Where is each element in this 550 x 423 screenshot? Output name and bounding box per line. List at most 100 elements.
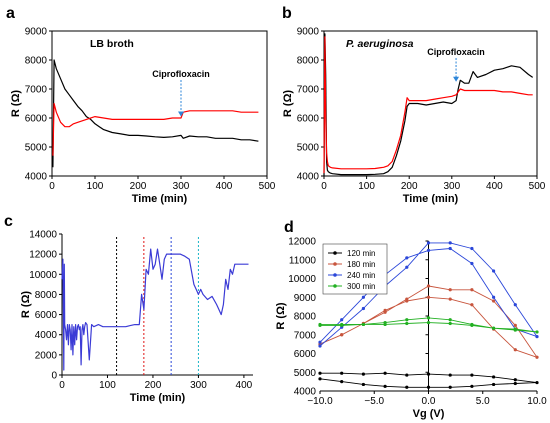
y-axis-label: R (Ω): [282, 90, 294, 117]
x-tick-label: 5.0: [476, 396, 490, 407]
legend-swatch-marker: [333, 284, 337, 288]
data-point: [492, 295, 496, 299]
y-tick-label: 6000: [297, 114, 320, 125]
series-line-b-0: [323, 33, 534, 177]
data-point: [513, 328, 517, 332]
data-point: [470, 303, 474, 307]
y-tick-label: 14000: [29, 230, 57, 241]
data-point: [383, 320, 387, 325]
data-point: [318, 377, 322, 381]
panel-letter-a: a: [6, 5, 15, 22]
x-tick-label: 10.0: [527, 396, 547, 407]
data-point: [426, 248, 431, 252]
x-tick-label: 200: [401, 181, 418, 192]
y-axis-label: R (Ω): [10, 90, 22, 117]
panel-d-chart: d 4000 5000 6000 7000 8000 9000 10000 11000 12000…: [275, 219, 547, 420]
y-tick-label: 5000: [297, 143, 320, 154]
ciprofloxacin-arrow-head: [453, 76, 460, 82]
x-tick-label: −10.0: [307, 396, 333, 407]
y-tick-label: 4000: [35, 330, 58, 341]
x-tick-label: 300: [190, 380, 207, 391]
data-point: [513, 378, 517, 382]
x-tick-label: 0.0: [422, 396, 436, 407]
x-tick-label: −5.0: [364, 396, 384, 407]
data-point: [448, 297, 452, 301]
data-point: [470, 373, 474, 377]
panel-c-chart: c 0 2000 4000 6000 8000 10000 12000 14000 0 100 200…: [4, 213, 253, 404]
data-point: [535, 380, 539, 385]
data-point: [492, 269, 496, 273]
data-point: [448, 373, 452, 377]
legend-swatch-marker: [333, 251, 337, 255]
data-point: [492, 382, 496, 387]
data-point: [535, 330, 539, 334]
y-tick-label: 9000: [294, 293, 317, 304]
legend-entry-label: 240 min: [347, 271, 375, 280]
data-point: [448, 288, 452, 292]
y-tick-label: 8000: [294, 312, 317, 323]
panel-letter-b: b: [282, 5, 292, 22]
y-tick-label: 6000: [25, 114, 48, 125]
y-axis-label: R (Ω): [20, 291, 32, 318]
panel-letter-d: d: [284, 219, 294, 236]
data-point: [448, 241, 452, 245]
x-tick-label: 100: [358, 181, 375, 192]
data-point: [470, 261, 474, 266]
x-tick-label: 100: [99, 380, 116, 391]
data-point: [426, 320, 431, 325]
data-point: [535, 355, 539, 359]
legend-swatch-marker: [333, 262, 337, 266]
y-tick-label: 10000: [29, 270, 57, 281]
data-point: [340, 323, 344, 327]
y-tick-label: 12000: [288, 237, 316, 248]
y-tick-label: 8000: [297, 56, 320, 67]
legend-entry-label: 300 min: [347, 282, 375, 291]
x-tick-label: 100: [87, 181, 104, 192]
data-point: [513, 348, 517, 352]
y-tick-label: 7000: [294, 330, 317, 341]
data-point: [383, 384, 387, 388]
data-point: [426, 316, 431, 320]
data-point: [361, 382, 365, 387]
series-line-c-0: [61, 248, 249, 371]
x-tick-label: 500: [529, 181, 546, 192]
data-point: [470, 288, 474, 292]
y-tick-label: 0: [51, 371, 57, 382]
y-tick-label: 6000: [294, 349, 317, 360]
panel-letter-c: c: [4, 213, 13, 230]
x-tick-label: 0: [59, 380, 65, 391]
data-point: [318, 344, 322, 348]
data-point: [405, 373, 409, 377]
x-axis-label: Time (min): [403, 193, 459, 205]
y-tick-label: 5000: [25, 143, 48, 154]
x-tick-label: 300: [443, 181, 460, 192]
y-tick-label: 2000: [35, 350, 58, 361]
data-point: [492, 375, 496, 379]
x-tick-label: 200: [145, 380, 162, 391]
data-point: [405, 299, 409, 303]
plot-frame-a: [51, 30, 268, 177]
data-point: [426, 295, 431, 299]
x-axis-label: Vg (V): [413, 408, 445, 420]
y-tick-label: 11000: [289, 255, 317, 266]
data-point: [448, 385, 452, 389]
data-point: [426, 372, 431, 376]
y-tick-label: 5000: [294, 368, 317, 379]
data-point: [426, 284, 431, 288]
panel-b-chart: b 4000 5000 6000 7000 8000 9000 0 100 200 300 400 50…: [282, 5, 546, 205]
data-point: [513, 303, 517, 307]
x-tick-label: 0: [321, 181, 327, 192]
data-point: [340, 380, 344, 384]
y-tick-label: 4000: [297, 172, 320, 183]
data-point: [470, 246, 474, 251]
y-axis-label: R (Ω): [275, 302, 287, 329]
x-axis-label: Time (min): [130, 392, 186, 404]
data-point: [513, 323, 517, 327]
x-tick-label: 300: [173, 181, 190, 192]
x-tick-label: 200: [130, 181, 147, 192]
legend-swatch-marker: [333, 273, 337, 277]
data-point: [426, 241, 431, 245]
data-point: [361, 372, 365, 376]
series-line-a-1: [52, 102, 259, 156]
y-tick-label: 12000: [29, 250, 57, 261]
